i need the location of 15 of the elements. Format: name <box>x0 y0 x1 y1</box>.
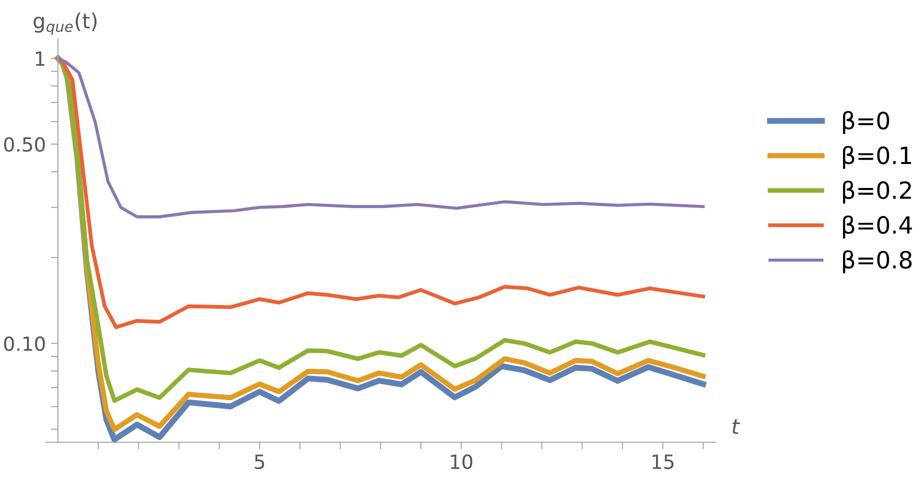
legend-label: β=0.4 <box>843 215 912 238</box>
y-tick-label: 0.50 <box>4 137 45 152</box>
y-axis-title: g$_{que}$(t) <box>34 12 97 35</box>
y-tick-label: 0.10 <box>4 336 45 352</box>
legend-label: β=0.1 <box>843 146 912 169</box>
x-axis-title: t <box>732 419 740 434</box>
line-series <box>56 56 706 330</box>
x-tick-label: 5 <box>254 454 264 470</box>
legend-label: β=0 <box>843 111 890 134</box>
legend-label: β=0.8 <box>843 250 912 274</box>
legend-label: β=0.2 <box>843 180 911 204</box>
x-tick-label: 15 <box>652 454 674 470</box>
x-tick-label: 10 <box>450 454 472 470</box>
y-tick-label: 1 <box>36 52 44 66</box>
line-series <box>56 56 705 218</box>
